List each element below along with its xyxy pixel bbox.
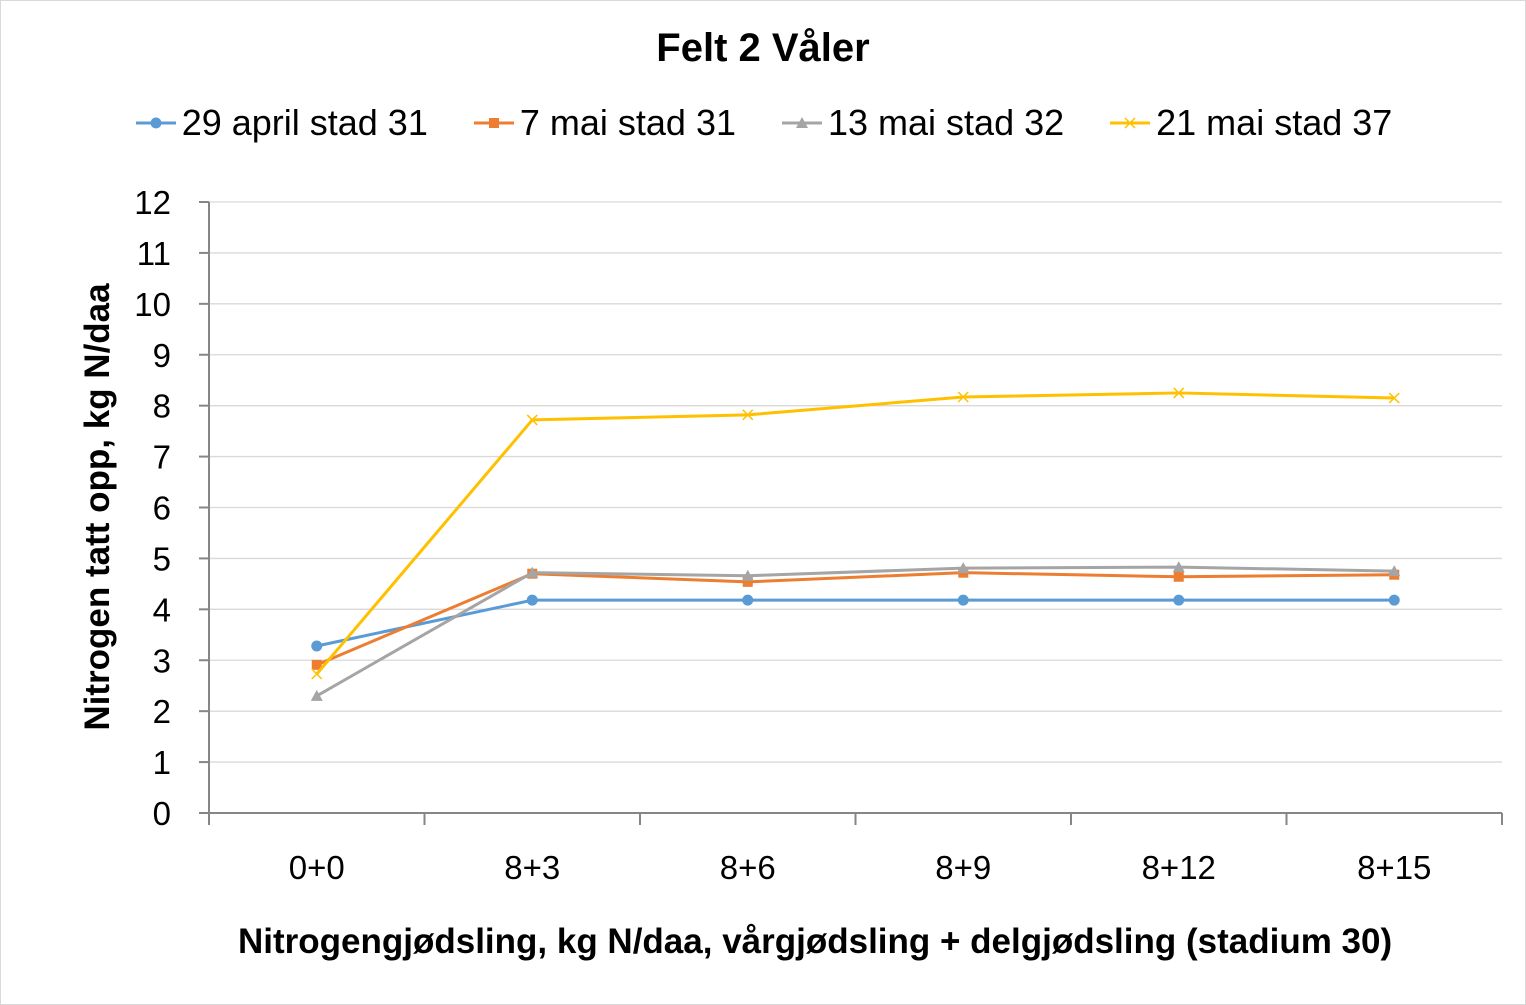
legend-item: 13 mai stad 32 (780, 102, 1064, 144)
y-tick-label: 8 (153, 388, 171, 425)
x-tick-label: 8+12 (1142, 849, 1216, 886)
legend-label: 13 mai stad 32 (827, 102, 1065, 143)
y-tick-label: 12 (134, 184, 171, 221)
data-point (310, 689, 323, 701)
x-axis-label: Nitrogengjødsling, kg N/daa, vårgjødslin… (238, 922, 1393, 961)
x-tick-label: 8+15 (1357, 849, 1431, 886)
legend-marker (795, 117, 808, 128)
data-point (1173, 387, 1185, 399)
series-7-mai-stad-31 (311, 567, 1400, 670)
data-point (957, 391, 969, 403)
legend-marker-icon (473, 118, 514, 128)
series-line (315, 391, 1395, 675)
series-13-mai-stad-32 (310, 561, 1401, 701)
x-tick-label: 0+0 (289, 849, 345, 886)
legend-marker-icon (1110, 117, 1151, 129)
legend-label: 21 mai stad 37 (1156, 102, 1393, 143)
data-point (311, 640, 323, 652)
y-tick-label: 0 (153, 795, 171, 832)
legend-item: 7 mai stad 31 (472, 102, 736, 144)
y-tick-label: 10 (134, 286, 171, 323)
legend-marker-icon (781, 117, 822, 128)
legend-marker-icon (135, 117, 176, 129)
data-point (1388, 392, 1400, 404)
y-tick-label: 4 (153, 591, 171, 628)
data-point (957, 562, 970, 574)
chart-title: Felt 2 Våler (656, 26, 870, 70)
series-line (316, 598, 1395, 648)
legend-marker (488, 118, 499, 128)
data-point (526, 414, 538, 426)
data-point (741, 569, 754, 581)
legend-marker (1124, 117, 1136, 129)
legend-marker (150, 117, 162, 129)
data-point (742, 576, 753, 587)
data-point (1173, 571, 1184, 582)
y-tick-label: 5 (153, 540, 171, 577)
data-point (1388, 565, 1401, 577)
series-29-april-stad-31 (311, 594, 1400, 652)
legend-label: 29 april stad 31 (181, 102, 428, 143)
legend-item: 29 april stad 31 (134, 102, 428, 144)
series-line (316, 565, 1395, 698)
data-point (1173, 594, 1185, 606)
data-point (1172, 561, 1185, 573)
x-tick-label: 8+3 (504, 849, 560, 886)
y-tick-label: 1 (153, 744, 171, 781)
data-point (742, 594, 754, 606)
data-point (526, 566, 539, 578)
legend: 29 april stad 31 7 mai stad 31 13 mai stad… (0, 102, 1526, 144)
y-tick-label: 9 (153, 337, 171, 374)
data-point (311, 659, 322, 670)
y-tick-label: 3 (153, 642, 171, 679)
y-tick-label: 7 (153, 439, 171, 476)
data-point (957, 594, 969, 606)
legend-item: 21 mai stad 37 (1108, 102, 1392, 144)
y-tick-label: 11 (137, 235, 171, 272)
series-21-mai-stad-37 (311, 387, 1400, 680)
y-tick-label: 2 (153, 693, 171, 730)
data-point (526, 594, 538, 606)
data-point (311, 668, 323, 680)
series-line (316, 571, 1395, 667)
legend-label: 7 mai stad 31 (519, 102, 736, 143)
data-point (742, 409, 754, 421)
y-tick-label: 6 (153, 490, 171, 527)
x-tick-label: 8+6 (720, 849, 776, 886)
x-tick-label: 8+9 (935, 849, 991, 886)
data-point (1388, 594, 1400, 606)
